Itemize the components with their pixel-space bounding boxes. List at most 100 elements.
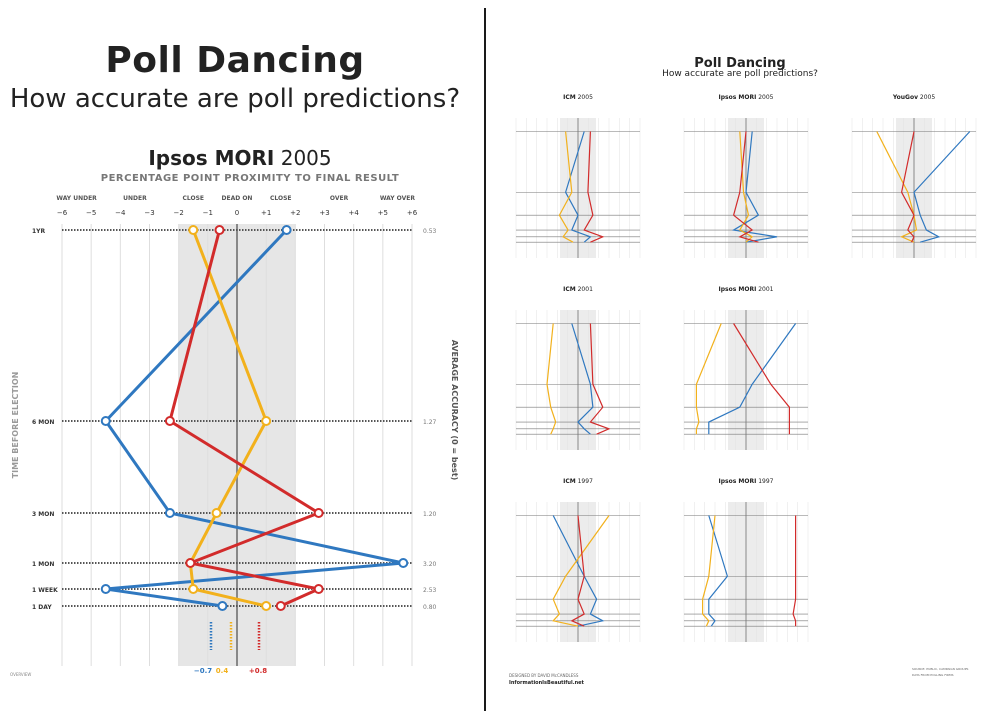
main-chart-pollster: Ipsos MORI [148, 146, 275, 170]
mini-series-yellow [738, 131, 754, 243]
mini-chart-title: ICM 1997 [518, 478, 638, 485]
accuracy-value: 1.20 [423, 511, 437, 518]
zone-label: OVER [330, 195, 349, 202]
mini-series-red [583, 131, 605, 243]
mini-series-yellow [701, 515, 716, 627]
series-line-yellow [188, 229, 268, 608]
x-tick-label: −4 [115, 209, 126, 217]
x-tick-label: −6 [57, 209, 68, 217]
x-tick-label: −5 [86, 209, 96, 217]
mini-chart-title: Ipsos MORI 2001 [686, 286, 806, 293]
mini-chart-year: 2001 [756, 286, 774, 293]
page-subtitle: How accurate are poll predictions? [9, 84, 461, 114]
mini-series-blue [571, 323, 594, 435]
credit-site: InformationIsBeautiful.net [509, 680, 584, 686]
mini-chart-pollster: ICM [563, 286, 576, 293]
accuracy-value: 3.20 [423, 561, 437, 568]
data-point-red [214, 225, 225, 235]
series-line-blue [104, 228, 405, 608]
data-point-blue [164, 508, 175, 518]
mini-chart-pollster: Ipsos MORI [718, 286, 757, 293]
mini-chart [515, 502, 641, 642]
mini-series-yellow [546, 323, 557, 435]
mini-chart-year: 2005 [756, 94, 774, 101]
mini-series-blue [708, 515, 729, 627]
mini-series-blue [708, 323, 797, 435]
overview-title: Poll Dancing [694, 56, 786, 71]
mini-chart-title: YouGov 2005 [854, 94, 974, 101]
mini-chart [851, 118, 977, 258]
main-chart-title: Ipsos MORI 2005 [110, 146, 370, 170]
x-tick-label: −1 [203, 209, 213, 217]
mini-chart [683, 502, 809, 642]
mini-chart [683, 118, 809, 258]
overview-subtitle: How accurate are poll predictions? [662, 69, 818, 79]
time-label: 6 MON [32, 419, 54, 426]
mini-chart-title: ICM 2005 [518, 94, 638, 101]
y-axis-label: TIME BEFORE ELECTION [11, 372, 20, 479]
data-point-red [313, 508, 324, 518]
mini-chart-pollster: Ipsos MORI [718, 478, 757, 485]
bottom-value: −0.7 [194, 667, 212, 675]
page-title: Poll Dancing [105, 40, 365, 81]
data-point-red [164, 416, 175, 426]
zone-label: WAY OVER [380, 195, 416, 202]
data-point-yellow [188, 225, 199, 235]
zone-label: CLOSE [182, 195, 204, 202]
mini-chart-title: Ipsos MORI 2005 [686, 94, 806, 101]
mini-series-red [792, 515, 797, 627]
credit-source: SOURCE: PUBLIC, CAMPAIGN GROUPS [912, 667, 969, 671]
data-point-blue [100, 584, 111, 594]
x-tick-label: +2 [290, 209, 300, 217]
mini-chart-title: ICM 2001 [518, 286, 638, 293]
zone-label: WAY UNDER [56, 195, 97, 202]
time-label: 1 DAY [32, 604, 52, 611]
zone-label: DEAD ON [222, 195, 253, 202]
mini-chart [515, 310, 641, 450]
main-chart-year: 2005 [280, 146, 332, 170]
bottom-value: +0.8 [249, 667, 267, 675]
mini-chart-pollster: Ipsos MORI [718, 94, 757, 101]
mini-series-red [732, 131, 759, 243]
zone-label: CLOSE [270, 195, 292, 202]
mini-chart-title: Ipsos MORI 1997 [686, 478, 806, 485]
accuracy-value: 0.80 [423, 604, 437, 611]
x-tick-label: +5 [378, 209, 388, 217]
panel-divider [484, 8, 486, 711]
zone-label: UNDER [123, 195, 147, 202]
data-point-red [275, 601, 286, 611]
accuracy-value: 2.53 [423, 587, 437, 594]
main-chart: WAY UNDER UNDER CLOSE DEAD ON CLOSE OVER WAY O… [11, 195, 459, 675]
mini-series-red [733, 323, 791, 435]
mini-chart [683, 310, 809, 450]
data-point-yellow [261, 601, 272, 611]
x-tick-label: −2 [174, 209, 184, 217]
data-point-yellow [188, 584, 199, 594]
series-line-red [168, 229, 321, 608]
mini-series-yellow [552, 515, 610, 627]
time-label: 1 MON [32, 561, 54, 568]
mini-chart-pollster: ICM [563, 94, 576, 101]
mini-chart-year: 1997 [575, 478, 593, 485]
accuracy-value: 1.27 [423, 419, 437, 426]
mini-chart-year: 2001 [575, 286, 593, 293]
time-label: 3 MON [32, 511, 54, 518]
data-point-yellow [211, 508, 222, 518]
x-tick-label: +3 [319, 209, 329, 217]
mini-series-blue [913, 131, 971, 243]
data-point-yellow [261, 416, 272, 426]
time-label: 1YR [32, 228, 46, 235]
time-label: 1 WEEK [32, 587, 58, 594]
data-point-blue [100, 416, 111, 426]
mini-series-red [900, 131, 915, 243]
mini-series-blue [731, 131, 778, 243]
mini-series-red [589, 323, 611, 435]
mini-chart-pollster: YouGov [892, 94, 918, 101]
mini-series-yellow [695, 323, 722, 435]
mini-series-blue [564, 131, 592, 243]
mini-chart-year: 2005 [917, 94, 936, 101]
data-point-red [185, 558, 196, 568]
credit-data: DATA FROM POLLING FIRMS [912, 673, 954, 677]
mini-series-yellow [558, 131, 574, 243]
